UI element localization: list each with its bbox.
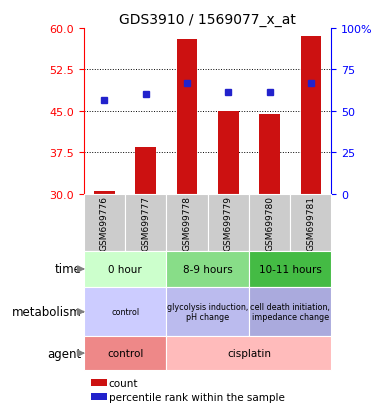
Text: percentile rank within the sample: percentile rank within the sample (109, 392, 285, 402)
Bar (301, 37, 321, 195)
Text: count: count (109, 378, 138, 388)
Title: GDS3910 / 1569077_x_at: GDS3910 / 1569077_x_at (119, 12, 296, 26)
Bar (166, 337, 331, 370)
Bar (249, 195, 290, 251)
Bar (94, 192, 115, 195)
Text: glycolysis induction,
pH change: glycolysis induction, pH change (167, 302, 248, 322)
Bar (259, 114, 280, 195)
Text: GSM699780: GSM699780 (265, 195, 274, 250)
Bar (166, 195, 208, 251)
Bar (218, 112, 239, 195)
Text: 0 hour: 0 hour (108, 264, 142, 274)
Bar (91, 380, 107, 387)
Text: 8-9 hours: 8-9 hours (183, 264, 232, 274)
Bar (84, 337, 166, 370)
Text: GSM699779: GSM699779 (224, 195, 233, 250)
Text: control: control (107, 348, 143, 358)
Bar (84, 287, 166, 337)
Text: agent: agent (47, 347, 82, 360)
Bar (249, 287, 331, 337)
Bar (208, 195, 249, 251)
Text: GSM699781: GSM699781 (306, 195, 315, 250)
Bar (125, 195, 166, 251)
Bar (135, 147, 156, 195)
Text: cell death initiation,
impedance change: cell death initiation, impedance change (250, 302, 330, 322)
Bar (177, 40, 197, 195)
Text: 10-11 hours: 10-11 hours (259, 264, 322, 274)
Bar (84, 251, 166, 287)
Text: GSM699777: GSM699777 (141, 195, 150, 250)
Text: GSM699778: GSM699778 (182, 195, 192, 250)
Text: control: control (111, 307, 139, 316)
Bar (91, 393, 107, 400)
Bar (166, 251, 249, 287)
Bar (84, 195, 125, 251)
Bar (249, 251, 331, 287)
Bar (166, 287, 249, 337)
Text: cisplatin: cisplatin (227, 348, 271, 358)
Text: metabolism: metabolism (11, 306, 82, 318)
Bar (290, 195, 331, 251)
Text: GSM699776: GSM699776 (100, 195, 109, 250)
Text: time: time (54, 263, 82, 276)
